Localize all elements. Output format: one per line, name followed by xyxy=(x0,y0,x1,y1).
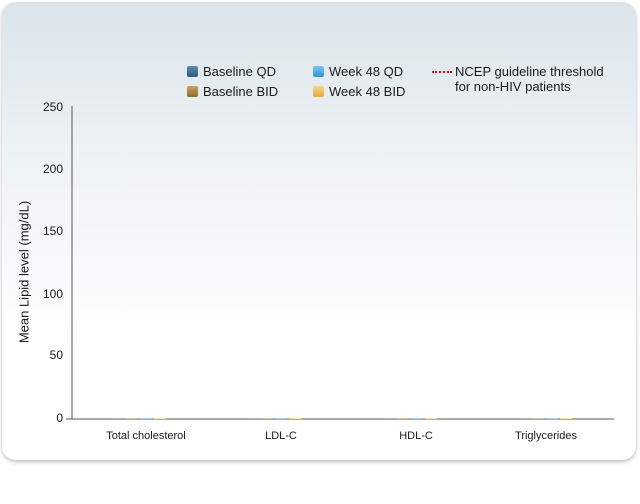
x-tick-label: LDL-C xyxy=(265,430,297,442)
bar xyxy=(289,418,302,419)
legend-label-week48-bid: Week 48 BID xyxy=(329,84,406,99)
y-tick-label: 100 xyxy=(42,287,63,301)
bar xyxy=(153,418,166,419)
bar xyxy=(261,418,274,419)
legend-label-baseline-bid: Baseline BID xyxy=(203,84,279,99)
bar xyxy=(382,418,395,419)
legend-label-threshold-line2: for non-HIV patients xyxy=(455,79,571,94)
bar xyxy=(532,418,545,419)
bar xyxy=(247,418,260,419)
legend-threshold-line xyxy=(432,71,452,73)
bar xyxy=(424,418,437,419)
legend-label-threshold-line1: NCEP guideline threshold xyxy=(455,64,604,79)
legend-swatch-baseline-bid xyxy=(187,86,198,97)
bar xyxy=(125,418,138,419)
bar xyxy=(410,418,423,419)
legend-swatch-baseline-qd xyxy=(187,66,198,77)
legend-label-baseline-qd: Baseline QD xyxy=(203,64,276,79)
y-tick-label: 150 xyxy=(42,224,63,238)
bar xyxy=(275,418,288,419)
y-tick-label: 250 xyxy=(42,100,63,114)
bar xyxy=(560,418,573,419)
legend-label-week48-qd: Week 48 QD xyxy=(329,64,404,79)
y-tick-label: 50 xyxy=(49,348,63,362)
bar xyxy=(546,418,559,419)
bar xyxy=(396,418,409,419)
x-tick-label: Triglycerides xyxy=(515,430,577,442)
y-tick-label: 200 xyxy=(42,162,63,176)
x-tick-label: HDL-C xyxy=(399,430,433,442)
x-tick-label: Total cholesterol xyxy=(106,430,186,442)
legend-swatch-week48-qd xyxy=(313,66,324,77)
bar xyxy=(111,418,124,419)
bars-group xyxy=(111,418,573,419)
legend-swatch-week48-bid xyxy=(313,86,324,97)
bar xyxy=(518,418,531,419)
chart-card xyxy=(2,2,636,460)
bar xyxy=(139,418,152,419)
y-tick-label: 0 xyxy=(56,411,63,425)
